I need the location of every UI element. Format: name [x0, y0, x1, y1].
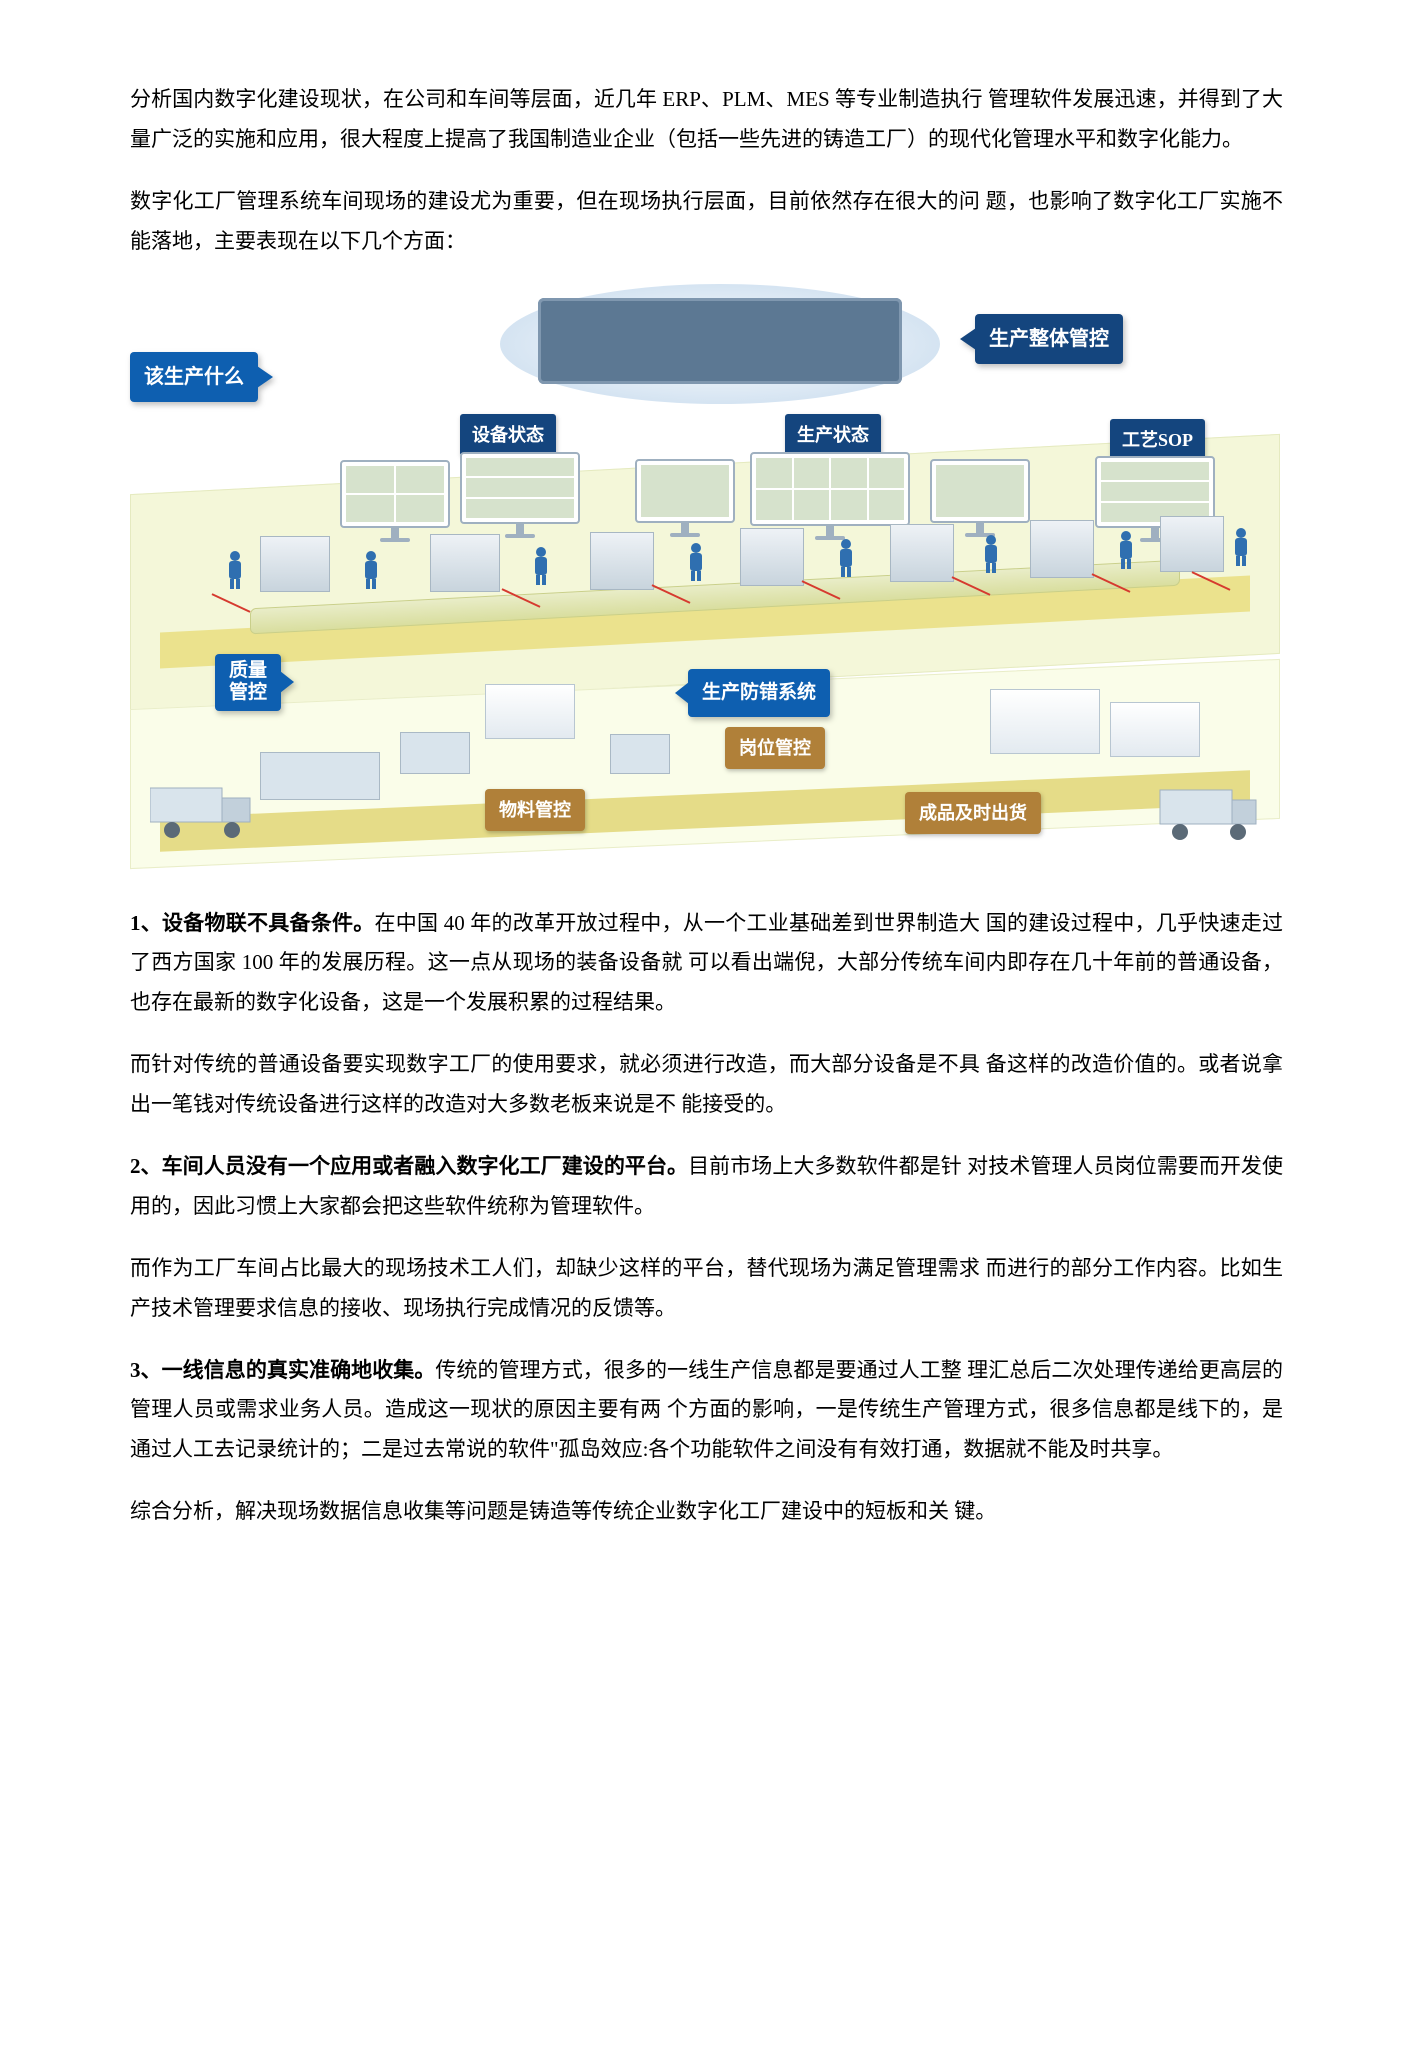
screen-prod-status	[750, 452, 910, 540]
truck-icon	[1150, 784, 1260, 856]
para-3: 1、设备物联不具备条件。在中国 40 年的改革开放过程中，从一个工业基础差到世界…	[130, 904, 1283, 1024]
building-icon	[1110, 702, 1200, 757]
para-6: 而作为工厂车间占比最大的现场技术工人们，却缺少这样的平台，替代现场为满足管理需求…	[130, 1249, 1283, 1329]
callout-arrow	[280, 671, 294, 693]
machine	[590, 532, 654, 590]
control-screen	[752, 306, 794, 336]
factory-diagram: 该生产什么 生产整体管控 设备状态 生产状态	[130, 284, 1280, 874]
worker-icon	[360, 550, 382, 590]
pallet-icon	[260, 752, 380, 800]
crate-icon	[400, 732, 470, 774]
callout-arrow	[675, 682, 689, 704]
para-4: 而针对传统的普通设备要实现数字工厂的使用要求，就必须进行改造，而大部分设备是不具…	[130, 1045, 1283, 1125]
machine	[1160, 516, 1224, 572]
control-screen	[848, 306, 890, 336]
panel-device-status: 设备状态	[460, 414, 556, 456]
callout-label: 该生产什么	[130, 352, 258, 402]
flat-post-control: 岗位管控	[725, 727, 825, 769]
callout-label: 生产防错系统	[688, 669, 830, 717]
para-5: 2、车间人员没有一个应用或者融入数字化工厂建设的平台。目前市场上大多数软件都是针…	[130, 1147, 1283, 1227]
worker-icon	[224, 550, 246, 590]
control-screen	[656, 306, 698, 336]
callout-overall-control: 生产整体管控	[960, 314, 1123, 364]
callout-arrow	[960, 328, 976, 350]
screen-device-status	[460, 452, 580, 538]
machine	[430, 534, 500, 592]
crate-icon	[610, 734, 670, 774]
control-screen	[800, 306, 842, 336]
truck-icon	[150, 782, 260, 854]
control-center-cloud	[500, 284, 940, 404]
building-icon	[485, 684, 575, 739]
screen-generic	[340, 460, 450, 542]
callout-arrow	[257, 366, 273, 388]
flat-ship: 成品及时出货	[905, 792, 1041, 834]
panel-sop: 工艺SOP	[1110, 419, 1205, 461]
callout-anti-error: 生产防错系统	[675, 669, 830, 717]
callout-what-produce: 该生产什么	[130, 352, 273, 402]
callout-label: 生产整体管控	[975, 314, 1123, 364]
worker-icon	[1230, 527, 1252, 567]
worker-icon	[835, 538, 857, 578]
worker-icon	[530, 546, 552, 586]
worker-icon	[685, 542, 707, 582]
machine	[740, 528, 804, 586]
machine	[260, 536, 330, 592]
machine	[1030, 520, 1094, 578]
panel-prod-status: 生产状态	[785, 414, 881, 456]
control-screen	[704, 306, 746, 336]
control-screen	[608, 306, 650, 336]
screen-generic	[635, 459, 735, 537]
callout-label: 质量 管控	[215, 654, 281, 712]
callout-quality: 质量 管控	[215, 654, 294, 712]
flat-material-control: 物料管控	[485, 789, 585, 831]
worker-icon	[1115, 530, 1137, 570]
worker-icon	[980, 534, 1002, 574]
para-7: 3、一线信息的真实准确地收集。传统的管理方式，很多的一线生产信息都是要通过人工整…	[130, 1351, 1283, 1471]
para-8: 综合分析，解决现场数据信息收集等问题是铸造等传统企业数字化工厂建设中的短板和关 …	[130, 1492, 1283, 1532]
control-screen	[560, 306, 602, 336]
para-5-bold: 2、车间人员没有一个应用或者融入数字化工厂建设的平台。	[130, 1154, 688, 1178]
para-7-bold: 3、一线信息的真实准确地收集。	[130, 1358, 435, 1382]
para-3-bold: 1、设备物联不具备条件。	[130, 911, 375, 935]
para-1: 分析国内数字化建设现状，在公司和车间等层面，近几年 ERP、PLM、MES 等专…	[130, 80, 1283, 160]
building-icon	[990, 689, 1100, 754]
machine	[890, 524, 954, 582]
para-2: 数字化工厂管理系统车间现场的建设尤为重要，但在现场执行层面，目前依然存在很大的问…	[130, 182, 1283, 262]
